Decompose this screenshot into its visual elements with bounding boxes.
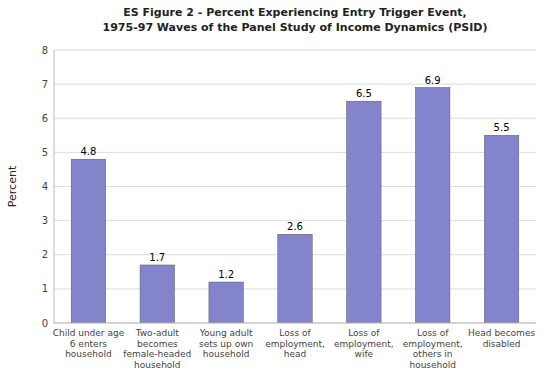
bar — [278, 234, 312, 323]
bar — [484, 135, 518, 323]
x-tick-label: Child under age6 entershousehold — [53, 328, 125, 359]
x-tick-label: Young adultsets up ownhousehold — [199, 328, 253, 359]
y-tick-label: 4 — [42, 181, 48, 192]
grid-line — [54, 186, 536, 187]
chart: ES Figure 2 - Percent Experiencing Entry… — [0, 0, 548, 389]
data-label: 2.6 — [287, 221, 303, 232]
grid — [54, 50, 536, 323]
data-label: 6.9 — [425, 75, 441, 86]
y-tick-label: 1 — [42, 283, 48, 294]
data-label: 5.5 — [494, 122, 510, 133]
bar — [347, 101, 381, 323]
y-tick-label: 8 — [42, 45, 48, 56]
y-tick-label: 5 — [42, 147, 48, 158]
y-tick-label: 3 — [42, 215, 48, 226]
grid-line — [54, 50, 536, 51]
y-axis-line — [54, 50, 55, 323]
y-tick-label: 2 — [42, 249, 48, 260]
y-tick-label: 0 — [42, 318, 48, 329]
data-label: 1.2 — [218, 269, 234, 280]
x-tick-label: Loss ofemployment,wife — [334, 328, 394, 359]
y-axis-label: Percent — [6, 165, 19, 207]
x-axis-line — [54, 323, 536, 324]
bars — [71, 88, 519, 323]
data-label: 6.5 — [356, 88, 372, 99]
grid-line — [54, 323, 536, 324]
x-tick-label: Loss ofemployment,others inhousehold — [403, 328, 463, 370]
data-label: 4.8 — [80, 146, 96, 157]
y-tick-label: 6 — [42, 113, 48, 124]
y-tick-label: 7 — [42, 79, 48, 90]
x-tick-label: Loss ofemployment,head — [265, 328, 325, 359]
bar — [416, 88, 450, 323]
grid-line — [54, 118, 536, 119]
title: ES Figure 2 - Percent Experiencing Entry… — [103, 6, 488, 34]
bar — [140, 265, 174, 323]
bar — [71, 159, 105, 323]
x-tick-label: Head becomesdisabled — [468, 328, 535, 349]
grid-line — [54, 84, 536, 85]
x-tick-label: Two-adultbecomesfemale-headedhousehold — [123, 328, 191, 370]
bar — [209, 282, 243, 323]
grid-line — [54, 152, 536, 153]
data-label: 1.7 — [149, 252, 165, 263]
